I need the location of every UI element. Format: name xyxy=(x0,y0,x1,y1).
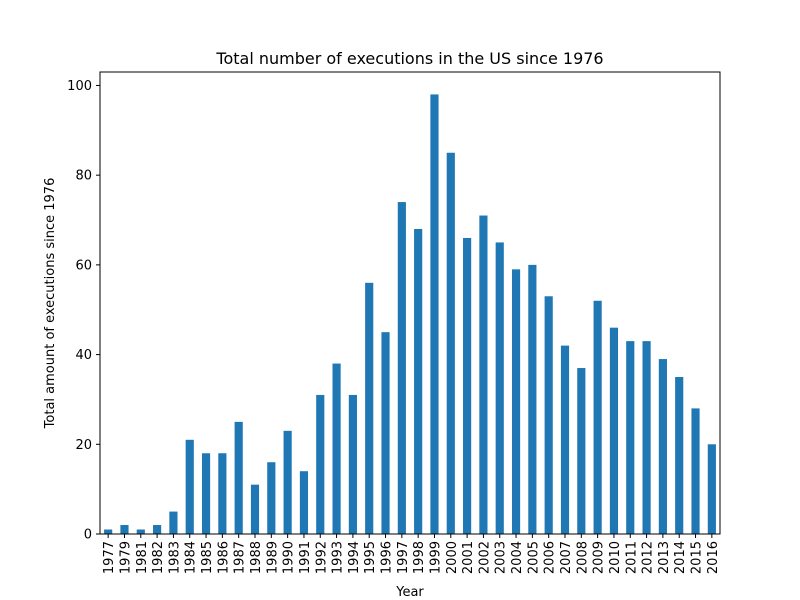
y-tick-label: 0 xyxy=(84,528,92,543)
bar-1979 xyxy=(120,525,129,534)
x-tick-label: 1981 xyxy=(135,541,150,574)
plot-frame xyxy=(99,71,721,535)
bar-2013 xyxy=(658,359,667,534)
bar-1989 xyxy=(267,462,276,534)
y-tick-label: 80 xyxy=(75,169,92,184)
bar-1986 xyxy=(218,453,227,534)
bar-1981 xyxy=(136,529,145,534)
bar-2009 xyxy=(593,300,602,534)
bars-group xyxy=(104,94,716,535)
bar-2003 xyxy=(495,242,504,535)
bar-2007 xyxy=(560,345,570,534)
bar-2016 xyxy=(707,444,716,534)
y-tick-label: 20 xyxy=(75,438,92,453)
x-tick-label: 1999 xyxy=(428,541,443,574)
x-tick-label: 2005 xyxy=(526,541,541,574)
x-tick-label: 2008 xyxy=(575,541,590,574)
bar-2010 xyxy=(609,327,619,534)
x-tick-label: 2013 xyxy=(657,541,672,574)
x-tick-label: 1993 xyxy=(331,541,346,574)
x-tick-label: 2004 xyxy=(510,541,525,574)
x-tick-label: 1990 xyxy=(282,541,297,574)
x-tick-label: 1994 xyxy=(347,541,362,574)
x-axis: 1977 1979 1981 1982 1983 1984 1985 1986 1987 1988… xyxy=(102,534,721,574)
bar-1993 xyxy=(332,363,341,534)
bar-2000 xyxy=(446,152,455,535)
y-tick-label: 40 xyxy=(75,348,92,363)
bar-2005 xyxy=(528,264,537,534)
x-tick-label: 1988 xyxy=(249,541,264,574)
x-tick-label: 2001 xyxy=(461,541,476,574)
bar-2004 xyxy=(511,269,521,534)
x-tick-label: 1998 xyxy=(412,541,427,574)
x-tick-label: 1987 xyxy=(233,541,248,574)
bar-1991 xyxy=(299,471,309,534)
bar-1988 xyxy=(250,484,260,534)
bar-1997 xyxy=(397,202,406,534)
x-tick-label: 2010 xyxy=(608,541,623,574)
x-tick-label: 1983 xyxy=(167,541,182,574)
x-tick-label: 2012 xyxy=(641,541,656,574)
bar-1994 xyxy=(348,394,357,534)
bar-1977 xyxy=(104,529,113,534)
x-tick-label: 2007 xyxy=(559,541,574,574)
y-tick-label: 60 xyxy=(75,258,92,273)
bar-2001 xyxy=(463,237,472,534)
x-tick-label: 1985 xyxy=(200,541,215,574)
x-tick-label: 1989 xyxy=(265,541,280,574)
x-tick-label: 2000 xyxy=(445,541,460,574)
bar-1984 xyxy=(185,439,194,534)
x-tick-label: 1984 xyxy=(184,541,199,574)
y-axis-label: Total amount of executions since 1976 xyxy=(43,178,58,430)
x-tick-label: 1995 xyxy=(363,541,378,574)
bar-1990 xyxy=(283,430,292,534)
bar-1998 xyxy=(414,228,423,534)
bar-2002 xyxy=(479,215,488,534)
x-tick-label: 2011 xyxy=(624,541,639,574)
chart-title: Total number of executions in the US sin… xyxy=(215,49,603,68)
bar-2012 xyxy=(642,341,651,534)
x-tick-label: 2009 xyxy=(592,541,607,574)
bar-2006 xyxy=(544,296,553,534)
x-tick-label: 2003 xyxy=(494,541,509,574)
bar-1982 xyxy=(153,525,162,534)
x-tick-label: 1977 xyxy=(102,541,117,574)
bar-2015 xyxy=(691,408,700,534)
x-tick-label: 2006 xyxy=(543,541,558,574)
x-tick-label: 2015 xyxy=(690,541,705,574)
bar-1987 xyxy=(234,421,243,534)
x-tick-label: 2002 xyxy=(477,541,492,574)
y-axis: 0 20 40 60 80 100 xyxy=(67,79,100,543)
x-tick-label: 1982 xyxy=(151,541,166,574)
x-tick-label: 1991 xyxy=(298,541,313,574)
bar-1996 xyxy=(381,332,390,534)
bar-1999 xyxy=(430,94,439,534)
bar-2011 xyxy=(626,341,635,534)
bar-1983 xyxy=(169,511,178,534)
bar-1992 xyxy=(316,394,325,534)
bar-2008 xyxy=(577,368,586,534)
y-tick-label: 100 xyxy=(67,79,92,94)
x-tick-label: 2016 xyxy=(706,541,721,574)
x-tick-label: 2014 xyxy=(673,541,688,574)
x-tick-label: 1997 xyxy=(396,541,411,574)
x-tick-label: 1979 xyxy=(118,541,133,574)
x-tick-label: 1992 xyxy=(314,541,329,574)
bar-2014 xyxy=(675,377,684,534)
x-axis-label: Year xyxy=(395,585,424,600)
x-tick-label: 1996 xyxy=(380,541,395,574)
bar-1985 xyxy=(201,453,211,534)
x-tick-label: 1986 xyxy=(216,541,231,574)
bar-1995 xyxy=(365,282,374,534)
